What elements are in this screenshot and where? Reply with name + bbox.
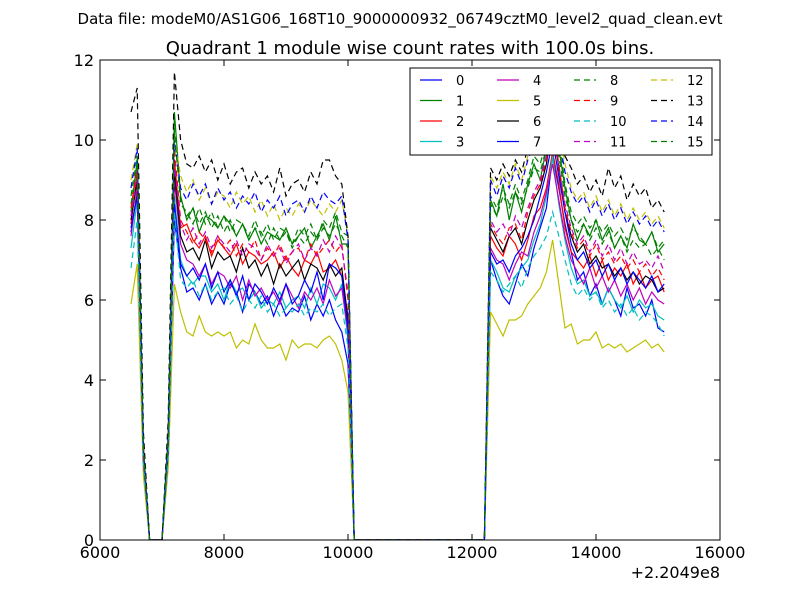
series-line-5 [130,239,665,540]
series-line-2 [130,151,665,540]
x-tick-label: 16000 [695,543,746,562]
series-line-6 [130,119,665,540]
series-line-3 [130,155,665,540]
y-tick-label: 6 [84,291,94,310]
legend-label: 13 [687,95,704,110]
legend-label: 14 [687,115,704,130]
plot-lines [130,71,665,540]
x-tick-label: 12000 [447,543,498,562]
legend-label: 3 [456,136,464,151]
legend-label: 2 [456,115,464,130]
y-tick-label: 12 [74,51,94,70]
y-tick-label: 0 [84,531,94,550]
series-line-13 [130,71,665,540]
legend-label: 7 [533,136,541,151]
legend-label: 4 [533,74,541,89]
legend-label: 11 [610,136,627,151]
series-line-4 [130,163,665,540]
legend-label: 15 [687,136,704,151]
series-line-12 [130,97,665,540]
legend-label: 8 [610,74,618,89]
x-tick-label: 6000 [80,543,121,562]
legend-label: 9 [610,95,618,110]
y-tick-label: 2 [84,451,94,470]
series-line-11 [130,131,665,540]
series-line-15 [130,115,665,540]
x-offset-label: +2.2049e8 [631,563,720,582]
legend-box [409,67,713,156]
y-tick-label: 8 [84,211,94,230]
y-tick-label: 4 [84,371,94,390]
chart-suptitle: Data file: modeM0/AS1G06_168T10_90000009… [78,10,723,29]
legend-label: 12 [687,74,704,89]
chart-title: Quadrant 1 module wise count rates with … [166,38,655,59]
series-line-7 [130,139,665,540]
series-line-0 [130,155,665,540]
series-line-14 [130,105,665,540]
x-tick-label: 8000 [204,543,245,562]
x-tick-label: 14000 [571,543,622,562]
y-tick-label: 10 [74,131,94,150]
legend-label: 5 [533,95,541,110]
series-line-10 [130,209,665,540]
series-line-8 [130,95,665,540]
legend-label: 10 [610,115,627,130]
legend-label: 1 [456,95,464,110]
legend-label: 0 [456,74,464,89]
x-tick-label: 10000 [323,543,374,562]
legend-label: 6 [533,115,541,130]
series-line-9 [130,123,665,540]
